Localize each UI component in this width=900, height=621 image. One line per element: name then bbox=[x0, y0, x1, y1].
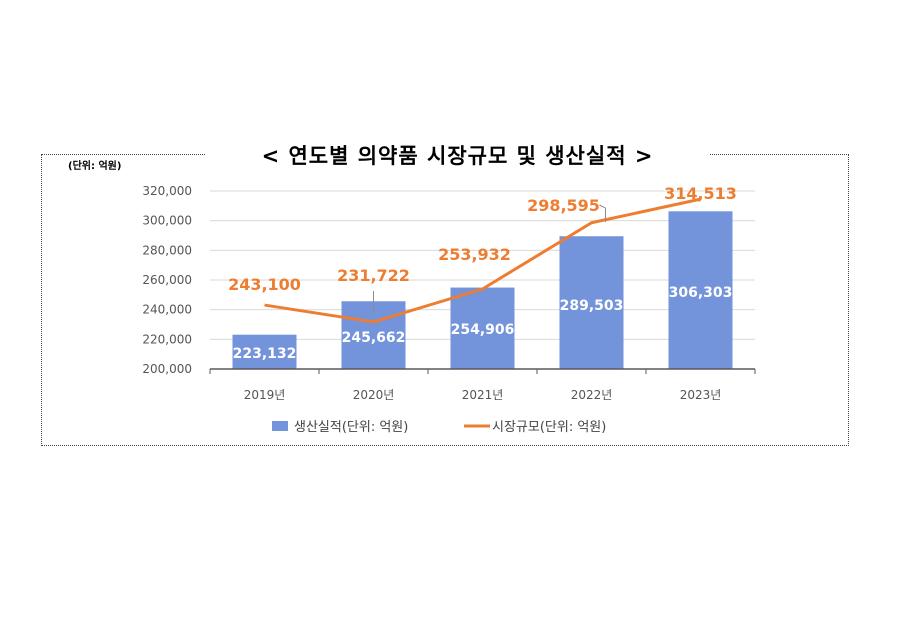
bar-value-label: 223,132 bbox=[233, 346, 297, 362]
x-tick-label: 2020년 bbox=[353, 388, 395, 402]
y-tick-label: 320,000 bbox=[142, 184, 192, 198]
bar-value-label: 245,662 bbox=[342, 330, 406, 346]
y-tick-label: 280,000 bbox=[142, 243, 192, 257]
bar-value-label: 306,303 bbox=[669, 285, 733, 301]
leader-line bbox=[599, 204, 606, 222]
x-tick-label: 2019년 bbox=[244, 388, 286, 402]
unit-label: (단위: 억원) bbox=[68, 161, 122, 172]
x-tick-label: 2021년 bbox=[462, 388, 504, 402]
line-value-label: 243,100 bbox=[228, 275, 301, 294]
y-tick-label: 220,000 bbox=[142, 332, 192, 346]
bar-value-label: 254,906 bbox=[451, 322, 515, 338]
bar-value-label: 289,503 bbox=[560, 298, 624, 314]
y-tick-label: 240,000 bbox=[142, 303, 192, 317]
x-tick-label: 2022년 bbox=[571, 388, 613, 402]
legend-swatch-bar bbox=[272, 421, 288, 431]
line-value-label: 314,513 bbox=[664, 184, 737, 203]
y-tick-label: 260,000 bbox=[142, 273, 192, 287]
market-size-line bbox=[264, 197, 701, 324]
bar bbox=[232, 334, 297, 369]
y-tick-label: 200,000 bbox=[142, 362, 192, 376]
chart-title: < 연도별 의약품 시장규모 및 생산실적 > bbox=[205, 140, 710, 172]
bar bbox=[559, 236, 624, 369]
legend-label: 시장규모(단위: 억원) bbox=[492, 420, 606, 435]
x-tick-label: 2023년 bbox=[680, 388, 722, 402]
legend-label: 생산실적(단위: 억원) bbox=[294, 420, 408, 435]
line-value-label: 298,595 bbox=[527, 196, 600, 215]
line-value-label: 231,722 bbox=[337, 266, 410, 285]
line-value-label: 253,932 bbox=[438, 245, 511, 264]
bar bbox=[668, 211, 733, 369]
bar bbox=[450, 287, 515, 369]
y-tick-label: 300,000 bbox=[142, 214, 192, 228]
